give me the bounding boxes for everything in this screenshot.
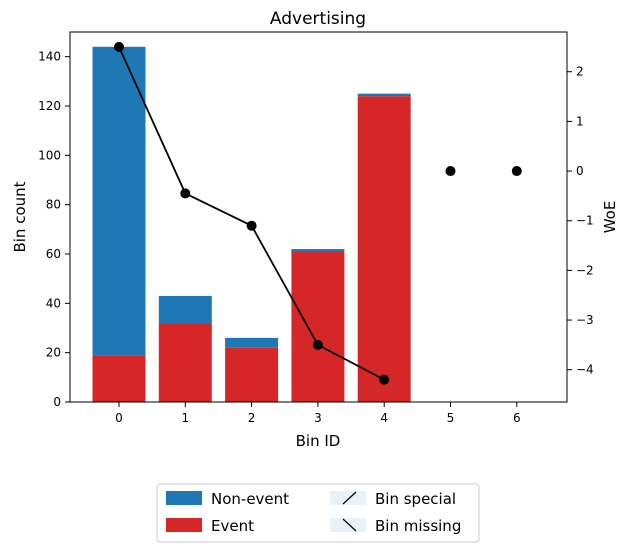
y-axis-right: −4 −3 −2 −1 0 1 2	[567, 65, 594, 377]
y2-tick-label-5: 1	[576, 114, 584, 128]
legend-swatch-bin-special	[330, 491, 366, 505]
bar-event-0	[92, 355, 146, 402]
y-tick-label-20: 20	[46, 346, 61, 360]
legend-label-non-event: Non-event	[211, 490, 289, 508]
y-tick-label-80: 80	[46, 198, 61, 212]
y-tick-label-0: 0	[53, 395, 61, 409]
x-tick-label-3: 3	[314, 411, 322, 425]
y2-tick-label-0: −4	[576, 363, 594, 377]
plot-frame	[69, 31, 568, 403]
legend-swatch-bin-missing	[330, 518, 366, 532]
y-axis-label: Bin count	[11, 181, 29, 252]
legend-label-bin-missing: Bin missing	[375, 517, 461, 535]
bar-non-event-4	[357, 93, 411, 97]
x-axis-label: Bin ID	[296, 432, 341, 450]
bar-event-4	[357, 96, 411, 402]
legend: Non-event Event Bin special Bin missing	[156, 483, 480, 543]
woe-point-6	[511, 166, 522, 177]
y-tick-label-140: 140	[38, 50, 61, 64]
woe-line	[118, 46, 385, 381]
woe-point-0	[114, 41, 124, 52]
y-tick-label-120: 120	[38, 99, 61, 113]
y2-tick-label-6: 2	[576, 65, 584, 79]
y-tick-label-40: 40	[46, 296, 61, 310]
bar-event-3	[291, 251, 345, 402]
y2-tick-label-1: −3	[576, 313, 594, 327]
x-tick-label-4: 4	[380, 411, 388, 425]
woe-line-group	[114, 41, 522, 385]
legend-hatch-bin-special	[342, 491, 357, 505]
x-axis: 0 1 2 3 4 5 6	[115, 402, 521, 425]
bar-non-event-0	[92, 46, 146, 356]
woe-point-3	[312, 339, 323, 350]
chart-title: Advertising	[270, 9, 366, 29]
y-tick-label-100: 100	[38, 148, 61, 162]
bar-event-2	[225, 347, 279, 402]
x-tick-label-1: 1	[181, 411, 189, 425]
y2-tick-label-3: −1	[576, 214, 594, 228]
legend-swatch-non-event	[166, 491, 202, 505]
x-tick-label-6: 6	[513, 411, 521, 425]
x-tick-label-5: 5	[447, 411, 455, 425]
y2-axis-label: WoE	[601, 201, 619, 234]
woe-point-1	[180, 188, 191, 199]
x-tick-label-2: 2	[248, 411, 256, 425]
legend-hatch-bin-missing	[342, 518, 357, 532]
y2-tick-label-2: −2	[576, 263, 594, 277]
x-tick-label-0: 0	[115, 411, 123, 425]
bars-group	[92, 46, 411, 402]
legend-label-bin-special: Bin special	[375, 490, 456, 508]
bar-non-event-2	[225, 337, 279, 348]
y-tick-label-60: 60	[46, 247, 61, 261]
bar-event-1	[158, 323, 212, 402]
y2-tick-label-4: 0	[576, 164, 584, 178]
bar-non-event-3	[291, 249, 345, 252]
legend-swatch-event	[166, 518, 202, 532]
woe-point-4	[379, 374, 390, 385]
legend-label-event: Event	[211, 517, 254, 535]
y-axis-left: 0 20 40 60 80 100 120 140	[38, 50, 70, 409]
bar-non-event-1	[158, 295, 212, 324]
legend-frame	[156, 483, 480, 543]
woe-point-2	[246, 220, 257, 231]
woe-point-5	[445, 166, 456, 177]
